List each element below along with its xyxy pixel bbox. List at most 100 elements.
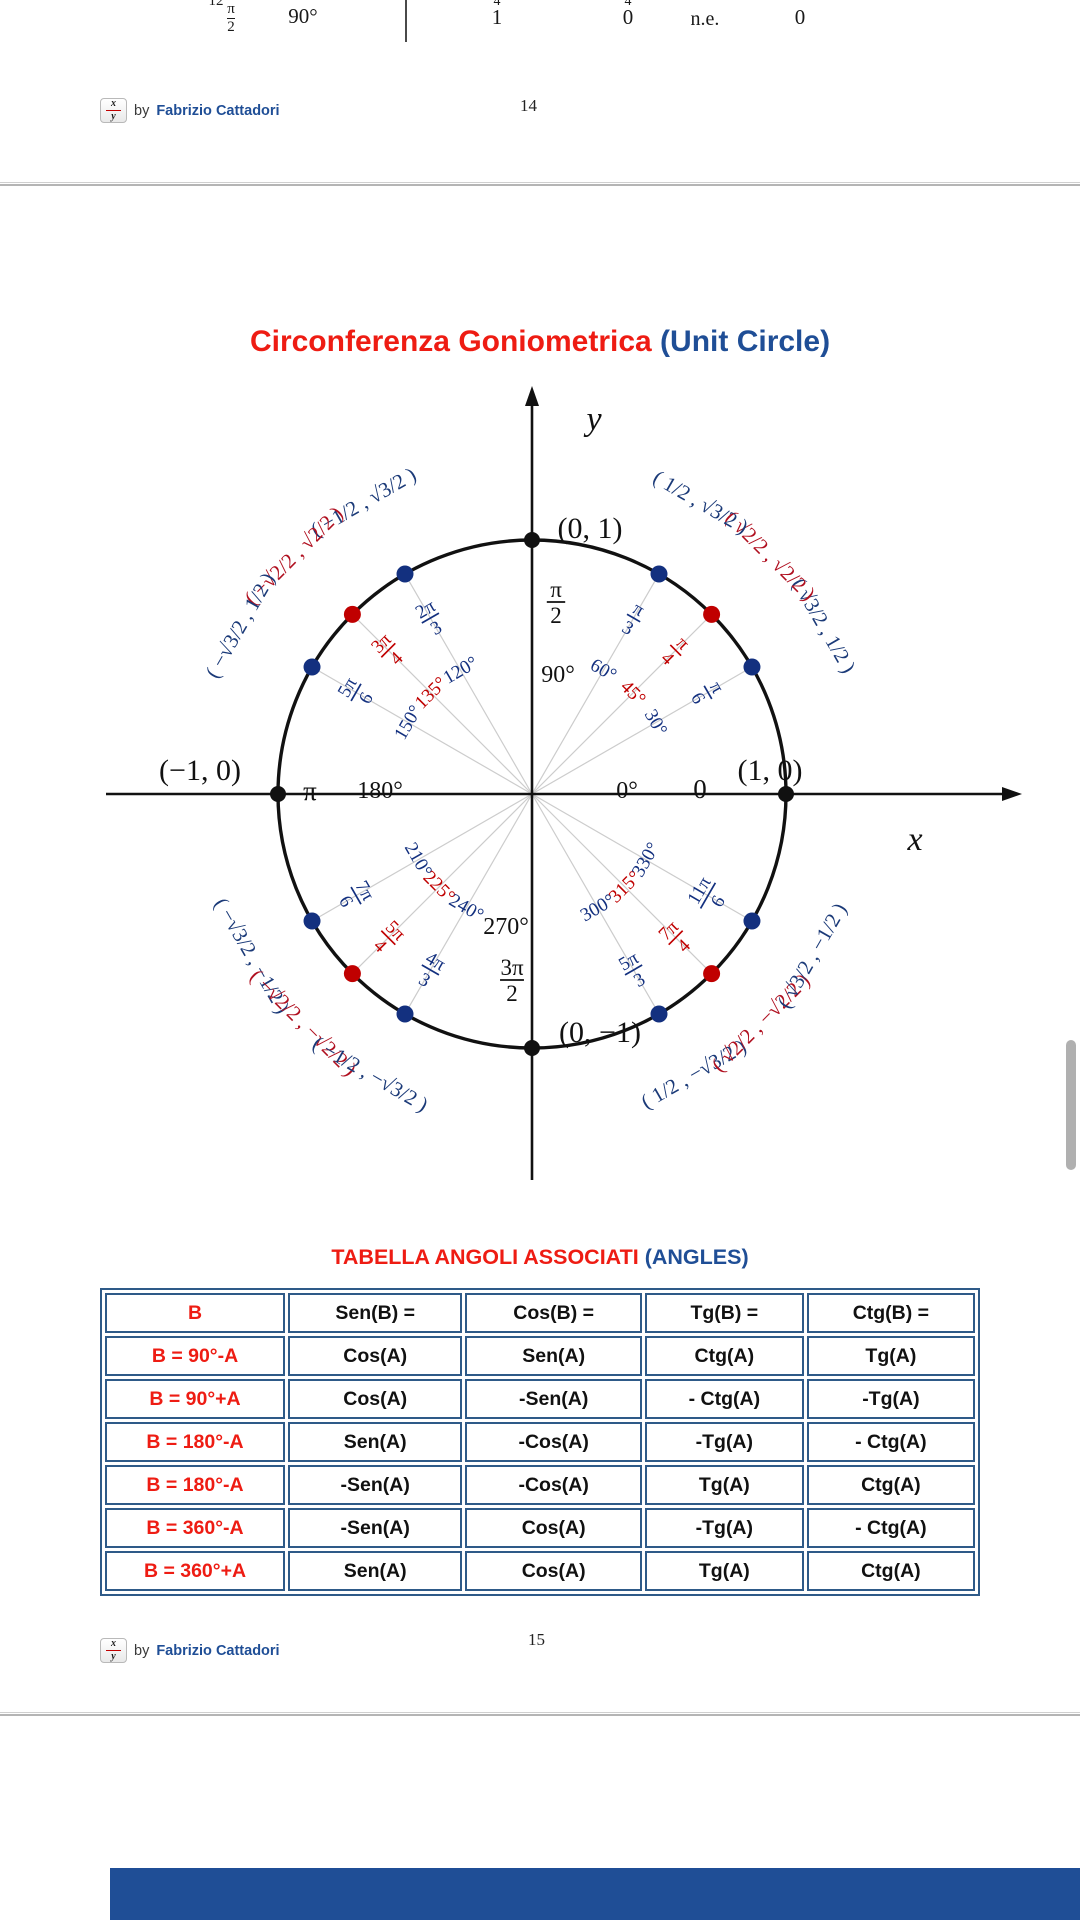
- frag-fraction-pi-2: π 2: [227, 1, 235, 35]
- angle-point-dot-135: [343, 605, 361, 623]
- table-cell-value: - Ctg(A): [806, 1508, 975, 1548]
- credit-author-name: Fabrizio Cattadori: [156, 102, 280, 119]
- table-cell-value: Sen(A): [465, 1336, 642, 1376]
- angle-point-dot-315: [703, 965, 721, 983]
- svg-text:( −1/2 , −√3/2 ): ( −1/2 , −√3/2 ): [308, 1031, 432, 1116]
- table-row: B = 180°-A Sen(A) -Cos(A) -Tg(A) - Ctg(A): [105, 1422, 975, 1462]
- degree-label-60: 60°: [587, 655, 621, 686]
- table-row: B = 360°+A Sen(A) Cos(A) Tg(A) Ctg(A): [105, 1551, 975, 1591]
- coord-label-left: (−1, 0): [159, 754, 241, 787]
- table-cell-value: -Cos(A): [465, 1422, 642, 1462]
- table-cell-value: - Ctg(A): [806, 1422, 975, 1462]
- table-cell-value: Tg(A): [644, 1465, 804, 1505]
- frag-degree-90: 90°: [288, 4, 318, 28]
- bottom-app-bar: [110, 1868, 1080, 1920]
- table-cell-value: -Tg(A): [644, 1422, 804, 1462]
- frag-divider: [405, 0, 407, 42]
- radian-label-180: π: [303, 776, 317, 806]
- angle-guide-lines: [311, 573, 753, 1015]
- xy-logo-icon-bottom: x y: [100, 1638, 127, 1663]
- table-cell-value: Sen(A): [288, 1422, 463, 1462]
- radian-label-45: π4: [656, 633, 693, 670]
- angle-point-dot-225: [343, 965, 361, 983]
- table-cell-angle: B = 360°+A: [105, 1551, 285, 1591]
- table-row: B = 90°-A Cos(A) Sen(A) Ctg(A) Tg(A): [105, 1336, 975, 1376]
- angle-point-dot-60: [650, 565, 668, 583]
- page-separator-bottom: [0, 1712, 1080, 1713]
- coord-label-bottom: (0, −1): [559, 1016, 641, 1049]
- frag-value-0: 0: [622, 5, 634, 29]
- radian-label-120: 2π3: [412, 596, 446, 640]
- scrollbar-thumb[interactable]: [1066, 1040, 1076, 1170]
- page-title-italian: Circonferenza Goniometrica: [249, 325, 652, 358]
- table-row: B = 360°-A -Sen(A) Cos(A) -Tg(A) - Ctg(A): [105, 1508, 975, 1548]
- table-cell-value: Cos(A): [288, 1336, 463, 1376]
- degree-label-30: 30°: [640, 706, 671, 740]
- radian-label-30: π6: [686, 678, 728, 708]
- cardinal-point-dot: [524, 532, 540, 548]
- x-axis-label: x: [906, 821, 922, 858]
- degree-label-270: 270°: [483, 914, 529, 940]
- angles-table: B Sen(B) = Cos(B) = Tg(B) = Ctg(B) = B = 90°-…: [100, 1288, 980, 1596]
- table-cell-value: -Sen(A): [465, 1379, 642, 1419]
- table-cell-value: Ctg(A): [644, 1336, 804, 1376]
- coordinate-label-330: ( √3/2 , −1/2 ): [772, 899, 851, 1013]
- footer-credit-top: x y by Fabrizio Cattadori: [100, 98, 280, 123]
- xy-logo-icon: x y: [100, 98, 127, 123]
- table-cell-value: -Tg(A): [806, 1379, 975, 1419]
- frag-value-0b: 0: [794, 5, 806, 29]
- svg-text:( −√3/2 , 1/2 ): ( −√3/2 , 1/2 ): [200, 569, 279, 683]
- svg-text:3: 3: [415, 969, 434, 992]
- table-cell-value: Tg(A): [644, 1551, 804, 1591]
- angle-point-dot-30: [743, 658, 761, 676]
- radian-label-90: π2: [546, 577, 566, 628]
- table-cell-angle: B = 360°-A: [105, 1508, 285, 1548]
- table-cell-angle: B = 90°+A: [105, 1379, 285, 1419]
- frag-cell-4a: 4: [494, 0, 501, 7]
- table-header-cell: B: [105, 1293, 285, 1333]
- credit-by-label: by: [134, 102, 150, 119]
- unit-circle-diagram: π 6 π 4 π 3 2π 3 3π 4 5π 6 7π 6 5π 4 4π 3 5π 3 7π 4 11π 6 30° 45°…: [0, 380, 1080, 1240]
- angle-point-dot-210: [303, 912, 321, 930]
- frag-value-ne: n.e.: [690, 8, 720, 30]
- cardinal-point-dot: [524, 1040, 540, 1056]
- table-header-cell: Ctg(B) =: [806, 1293, 975, 1333]
- degree-label-180: 180°: [357, 778, 403, 804]
- table-title-italian: TABELLA ANGOLI ASSOCIATI: [331, 1245, 639, 1269]
- page-title-unit-circle: Circonferenza Goniometrica (Unit Circle): [0, 325, 1080, 359]
- table-title: TABELLA ANGOLI ASSOCIATI (ANGLES): [0, 1245, 1080, 1270]
- svg-text:6: 6: [334, 892, 357, 911]
- coord-label-right: (1, 0): [738, 754, 803, 787]
- svg-text:2: 2: [506, 981, 518, 1006]
- table-cell-angle: B = 90°-A: [105, 1336, 285, 1376]
- svg-text:( √3/2 , −1/2 ): ( √3/2 , −1/2 ): [772, 899, 851, 1013]
- table-cell-value: Ctg(A): [806, 1551, 975, 1591]
- table-cell-value: -Tg(A): [644, 1508, 804, 1548]
- angle-point-dot-300: [650, 1005, 668, 1023]
- table-header-cell: Tg(B) =: [644, 1293, 804, 1333]
- coordinate-label-60: ( 1/2 , √3/2 ): [649, 465, 752, 539]
- svg-text:π: π: [550, 577, 562, 602]
- angle-point-dot-120: [396, 565, 414, 583]
- table-header-cell: Sen(B) =: [288, 1293, 463, 1333]
- cardinal-point-dot: [778, 786, 794, 802]
- svg-text:( 1/2 , √3/2 ): ( 1/2 , √3/2 ): [649, 465, 752, 539]
- table-header-row: B Sen(B) = Cos(B) = Tg(B) = Ctg(B) =: [105, 1293, 975, 1333]
- angle-point-dot-150: [303, 658, 321, 676]
- angle-point-dot-240: [396, 1005, 414, 1023]
- unit-circle-svg: π6π4π32π33π45π67π65π44π35π37π411π630°45°…: [106, 386, 1022, 1180]
- svg-text:3: 3: [427, 617, 446, 640]
- frag-cell-4b: 4: [625, 0, 632, 7]
- table-cell-value: - Ctg(A): [644, 1379, 804, 1419]
- coord-label-top: (0, 1): [558, 512, 623, 545]
- table-row: B = 90°+A Cos(A) -Sen(A) - Ctg(A) -Tg(A): [105, 1379, 975, 1419]
- angles-table-wrapper: B Sen(B) = Cos(B) = Tg(B) = Ctg(B) = B = 90°-…: [100, 1288, 980, 1596]
- table-cell-value: Ctg(A): [806, 1465, 975, 1505]
- svg-text:6: 6: [707, 892, 730, 911]
- table-title-english: (ANGLES): [644, 1245, 749, 1269]
- table-header-cell: Cos(B) =: [465, 1293, 642, 1333]
- table-cell-value: Cos(A): [465, 1508, 642, 1548]
- page-separator-top: [0, 182, 1080, 183]
